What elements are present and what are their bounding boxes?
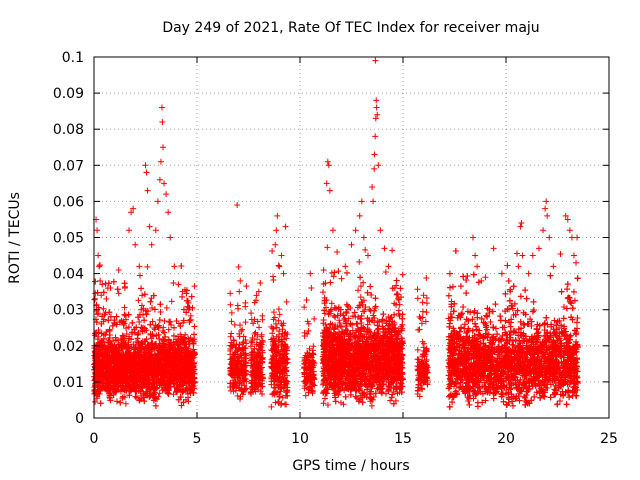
data-point — [156, 390, 163, 397]
data-point — [115, 290, 122, 297]
data-point — [168, 298, 175, 305]
data-point — [161, 317, 168, 324]
data-point — [163, 304, 170, 311]
data-points — [91, 57, 581, 410]
data-point — [100, 305, 107, 312]
data-point — [122, 400, 129, 407]
data-point — [121, 304, 128, 311]
data-point — [119, 395, 126, 402]
data-point — [148, 304, 155, 311]
data-point — [123, 325, 130, 332]
data-point — [136, 318, 143, 325]
